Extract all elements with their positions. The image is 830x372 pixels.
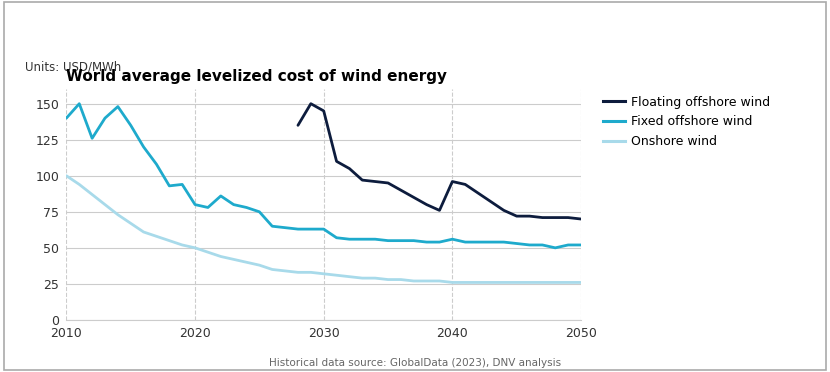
Text: World average levelized cost of wind energy: World average levelized cost of wind ene…	[66, 69, 447, 84]
Text: Units: USD/MWh: Units: USD/MWh	[25, 60, 121, 73]
Legend: Floating offshore wind, Fixed offshore wind, Onshore wind: Floating offshore wind, Fixed offshore w…	[603, 96, 770, 148]
Text: Historical data source: GlobalData (2023), DNV analysis: Historical data source: GlobalData (2023…	[269, 358, 561, 368]
